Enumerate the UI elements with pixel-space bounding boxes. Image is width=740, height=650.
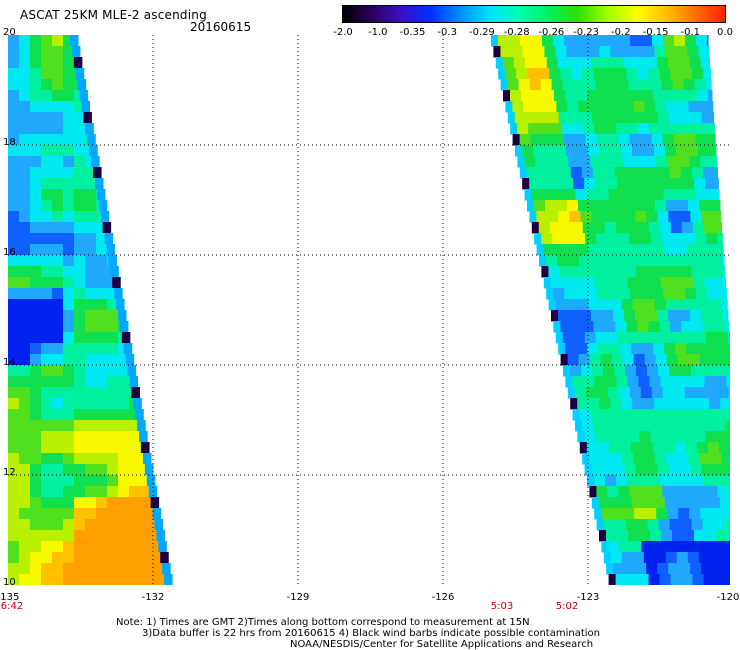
colorbar-label: -0.29 bbox=[468, 27, 495, 38]
longitude-label: -120 bbox=[716, 592, 740, 603]
colorbar-label: -0.15 bbox=[642, 27, 669, 38]
colorbar-label: -1.0 bbox=[367, 27, 388, 38]
colorbar-label: -0.26 bbox=[538, 27, 565, 38]
lat-lon-grid bbox=[8, 35, 730, 585]
note-line-3: NOAA/NESDIS/Center for Satellite Applica… bbox=[290, 639, 594, 650]
map-title: ASCAT 25KM MLE-2 ascending bbox=[20, 8, 207, 22]
time-label-left: 6:42 bbox=[0, 601, 24, 612]
latitude-label: 16 bbox=[3, 247, 16, 258]
colorbar-label: -0.23 bbox=[573, 27, 600, 38]
colorbar-label: 0.0 bbox=[717, 27, 733, 38]
latitude-label: 12 bbox=[3, 467, 16, 478]
latitude-label: 18 bbox=[3, 137, 16, 148]
colorbar-label: -0.35 bbox=[399, 27, 426, 38]
colorbar bbox=[342, 5, 726, 23]
time-label-mid1: 5:03 bbox=[490, 601, 514, 612]
colorbar-label: -0.2 bbox=[611, 27, 631, 38]
swath-map bbox=[8, 35, 730, 585]
longitude-label: -135 bbox=[0, 592, 20, 603]
latitude-label: 14 bbox=[3, 357, 16, 368]
longitude-label: -132 bbox=[141, 592, 165, 603]
colorbar-label: -0.1 bbox=[680, 27, 701, 38]
note-line-1: Note: 1) Times are GMT 2)Times along bot… bbox=[116, 617, 530, 628]
latitude-label: 10 bbox=[3, 577, 16, 588]
wind-cells bbox=[8, 35, 730, 585]
map-date: 20160615 bbox=[190, 20, 252, 34]
longitude-label: -126 bbox=[431, 592, 455, 603]
colorbar-label: -0.3 bbox=[437, 27, 457, 38]
longitude-label: -129 bbox=[286, 592, 310, 603]
longitude-label: -123 bbox=[576, 592, 600, 603]
latitude-label: 20 bbox=[3, 27, 16, 38]
colorbar-label: -2.0 bbox=[333, 27, 353, 38]
note-line-2: 3)Data buffer is 22 hrs from 20160615 4)… bbox=[142, 628, 600, 639]
time-label-mid2: 5:02 bbox=[555, 601, 579, 612]
colorbar-label: -0.28 bbox=[503, 27, 530, 38]
